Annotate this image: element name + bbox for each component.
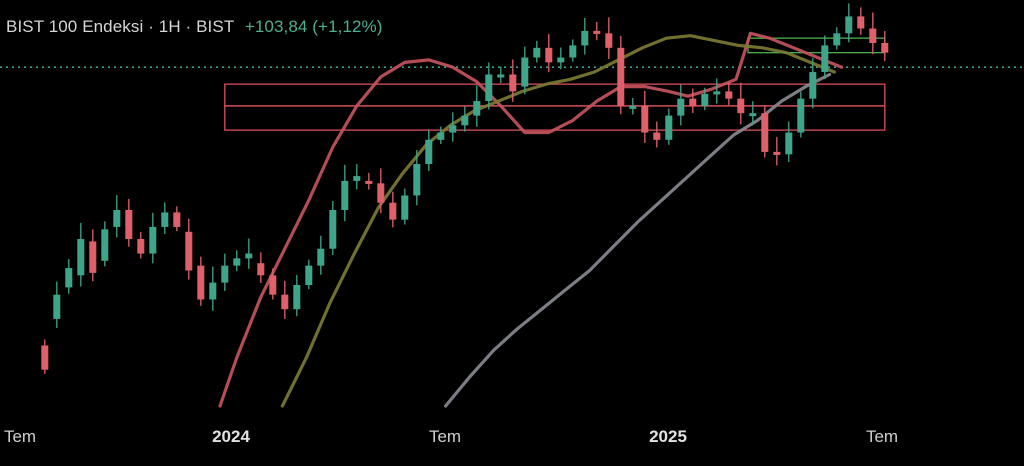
- candle: [593, 30, 601, 34]
- candle: [65, 268, 73, 288]
- candle: [197, 265, 205, 300]
- candle: [293, 285, 301, 310]
- candle: [701, 93, 709, 106]
- candle: [737, 98, 745, 114]
- chart-header: BIST 100 Endeksi · 1H · BIST +103,84 (+1…: [6, 17, 383, 37]
- x-tick-label: 2024: [212, 427, 250, 446]
- candle: [677, 98, 685, 116]
- candle: [533, 47, 541, 58]
- candle: [233, 258, 241, 266]
- candle: [497, 74, 505, 78]
- candle: [53, 294, 61, 319]
- candle: [629, 105, 637, 109]
- candle: [809, 72, 817, 99]
- candle: [725, 91, 733, 99]
- candle: [149, 226, 157, 254]
- candle: [881, 43, 889, 53]
- candle: [581, 30, 589, 46]
- x-axis: Tem 2024 Tem 2025 Tem: [4, 427, 898, 446]
- candle: [89, 241, 97, 273]
- candle: [749, 113, 757, 117]
- x-tick-label: Tem: [866, 427, 898, 446]
- candle: [653, 132, 661, 140]
- candle: [773, 151, 781, 155]
- candle: [305, 265, 313, 285]
- candle: [137, 239, 145, 254]
- candle: [665, 115, 673, 140]
- candle: [221, 265, 229, 283]
- candle: [365, 180, 373, 184]
- candle: [761, 113, 769, 152]
- candle: [41, 345, 49, 370]
- ma-short-line: [218, 31, 844, 408]
- candle: [485, 74, 493, 102]
- candle: [821, 45, 829, 73]
- moving-averages-layer: [218, 31, 844, 408]
- candle: [521, 57, 529, 87]
- candle: [209, 282, 217, 300]
- candle: [869, 28, 877, 43]
- candle: [473, 101, 481, 116]
- candle: [173, 212, 181, 227]
- candle: [413, 164, 421, 196]
- candle: [713, 91, 721, 95]
- candle: [545, 47, 553, 63]
- candle: [113, 209, 121, 227]
- candle: [617, 47, 625, 106]
- candle: [329, 209, 337, 249]
- candle: [317, 248, 325, 266]
- x-tick-label: 2025: [649, 427, 687, 446]
- candle: [509, 74, 517, 92]
- candle: [269, 275, 277, 295]
- candle: [797, 98, 805, 133]
- symbol-label: BIST 100 Endeksi · 1H · BIST: [6, 17, 234, 36]
- candle: [425, 139, 433, 164]
- candle: [353, 176, 361, 181]
- x-tick-label: Tem: [4, 427, 36, 446]
- candle: [77, 239, 85, 276]
- candle: [845, 16, 853, 34]
- candle: [245, 253, 253, 259]
- candle: [785, 132, 793, 155]
- candle: [281, 294, 289, 310]
- candle: [341, 180, 349, 210]
- candle: [389, 202, 397, 220]
- candle: [641, 105, 649, 133]
- candle: [161, 212, 169, 227]
- candle: [557, 57, 565, 63]
- ma-mid-line: [280, 34, 837, 408]
- x-tick-label: Tem: [429, 427, 461, 446]
- candle: [689, 98, 697, 106]
- candle: [833, 33, 841, 46]
- candle: [449, 125, 457, 133]
- candle: [569, 45, 577, 58]
- candle: [101, 229, 109, 261]
- candle: [605, 33, 613, 48]
- candle: [185, 231, 193, 271]
- price-change: +103,84 (+1,12%): [244, 17, 383, 36]
- candle: [125, 209, 133, 240]
- candle: [857, 16, 865, 29]
- candle: [257, 263, 265, 276]
- zone-red-0: [224, 105, 886, 131]
- candle: [377, 183, 385, 203]
- candle: [401, 195, 409, 220]
- candle: [437, 132, 445, 140]
- candle: [461, 115, 469, 126]
- candles-layer: [41, 3, 889, 374]
- zone-red-1: [224, 83, 886, 107]
- ma-long-line: [444, 72, 832, 408]
